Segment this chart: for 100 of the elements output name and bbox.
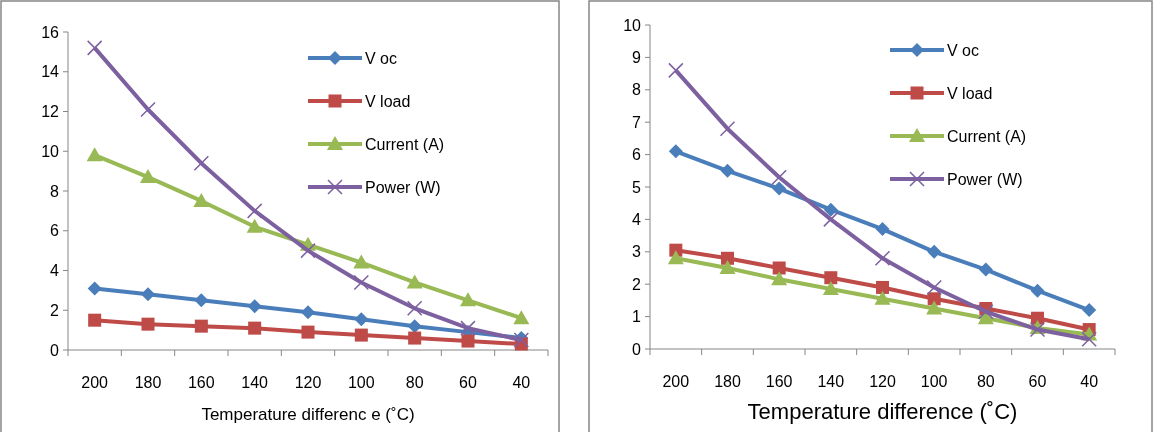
point — [823, 202, 838, 217]
point — [978, 262, 993, 277]
point — [461, 334, 475, 348]
x-tick-label: 40 — [512, 374, 531, 391]
x-tick-label: 200 — [662, 373, 690, 390]
point — [1081, 331, 1097, 348]
x-tick-label: 160 — [187, 374, 215, 391]
y-tick-label: 1 — [632, 308, 642, 326]
point — [406, 274, 423, 289]
y-tick-label: 12 — [41, 103, 60, 121]
point — [721, 251, 734, 265]
point — [719, 260, 736, 274]
y-tick-label: 4 — [50, 262, 60, 280]
point — [247, 299, 262, 314]
point — [408, 331, 422, 345]
point — [246, 203, 263, 219]
point — [926, 300, 943, 315]
point — [353, 274, 370, 291]
point — [193, 192, 210, 207]
x-tick-label: 60 — [459, 374, 477, 391]
x-axis-title: Temperature difference (˚C) — [747, 399, 1018, 424]
x-tick-label: 140 — [241, 374, 269, 391]
point — [668, 62, 684, 79]
y-tick-label: 14 — [41, 63, 60, 81]
point — [926, 279, 942, 296]
y-tick-label: 9 — [632, 49, 642, 66]
point — [772, 181, 787, 196]
point — [667, 250, 684, 265]
point — [1029, 321, 1046, 338]
legend-label: Current (A) — [947, 127, 1027, 145]
y-tick-label: 3 — [632, 243, 642, 261]
point — [406, 300, 423, 317]
point — [300, 242, 316, 259]
point — [874, 250, 891, 267]
point — [460, 320, 476, 336]
y-tick-label: 6 — [632, 146, 642, 164]
x-tick-label: 120 — [294, 374, 322, 391]
legend-label: Current (A) — [365, 135, 445, 153]
legend-label: V load — [365, 92, 411, 110]
x-tick-label: 100 — [920, 373, 948, 390]
y-tick-label: 5 — [632, 178, 642, 196]
y-tick-label: 2 — [632, 275, 642, 293]
point — [86, 40, 103, 56]
x-axis-title: Temperature differenc e (˚C) — [201, 405, 415, 424]
x-tick-label: 160 — [765, 373, 793, 390]
point — [248, 321, 262, 335]
y-tick-label: 6 — [50, 222, 60, 240]
point — [88, 313, 102, 327]
legend-label: V oc — [947, 41, 980, 59]
y-tick-label: 0 — [50, 341, 60, 359]
point — [141, 317, 155, 331]
point — [772, 261, 786, 275]
point — [822, 281, 839, 296]
x-tick-label: 200 — [81, 374, 109, 391]
y-tick-label: 10 — [41, 142, 60, 160]
point — [1030, 283, 1045, 298]
y-tick-label: 10 — [623, 16, 642, 34]
point — [140, 101, 156, 118]
y-tick-label: 2 — [50, 301, 60, 319]
legend-label: Power (W) — [947, 170, 1023, 188]
point — [720, 163, 735, 178]
point — [771, 271, 788, 286]
x-tick-label: 120 — [869, 373, 896, 390]
x-tick-label: 100 — [347, 374, 375, 391]
point — [513, 310, 530, 325]
point — [874, 290, 891, 305]
point — [460, 292, 476, 307]
point — [87, 281, 102, 296]
point — [194, 293, 209, 308]
x-tick-label: 180 — [714, 373, 741, 390]
x-tick-label: 140 — [817, 373, 845, 390]
x-tick-label: 80 — [405, 374, 424, 391]
y-tick-label: 0 — [632, 340, 642, 358]
point — [875, 222, 890, 237]
point — [876, 280, 889, 294]
legend-label: V oc — [365, 49, 398, 67]
point — [140, 169, 156, 184]
x-tick-label: 80 — [976, 373, 995, 390]
point — [354, 312, 369, 327]
point — [927, 244, 942, 259]
y-tick-label: 7 — [632, 113, 642, 131]
legend-label: V load — [947, 84, 993, 102]
point — [194, 319, 208, 333]
point — [353, 254, 370, 269]
point — [823, 211, 839, 228]
x-tick-label: 60 — [1028, 373, 1047, 390]
y-tick-label: 8 — [50, 182, 60, 200]
y-tick-label: 16 — [41, 23, 60, 41]
y-tick-label: 4 — [632, 211, 642, 228]
point — [301, 305, 315, 320]
legend-label: Power (W) — [365, 178, 441, 196]
point — [668, 144, 683, 159]
y-tick-label: 8 — [632, 81, 642, 99]
x-tick-label: 40 — [1080, 373, 1099, 390]
point — [407, 319, 422, 334]
point — [771, 169, 787, 186]
point — [978, 303, 994, 320]
point — [141, 287, 155, 302]
x-tick-label: 180 — [134, 374, 162, 391]
point — [354, 328, 368, 342]
